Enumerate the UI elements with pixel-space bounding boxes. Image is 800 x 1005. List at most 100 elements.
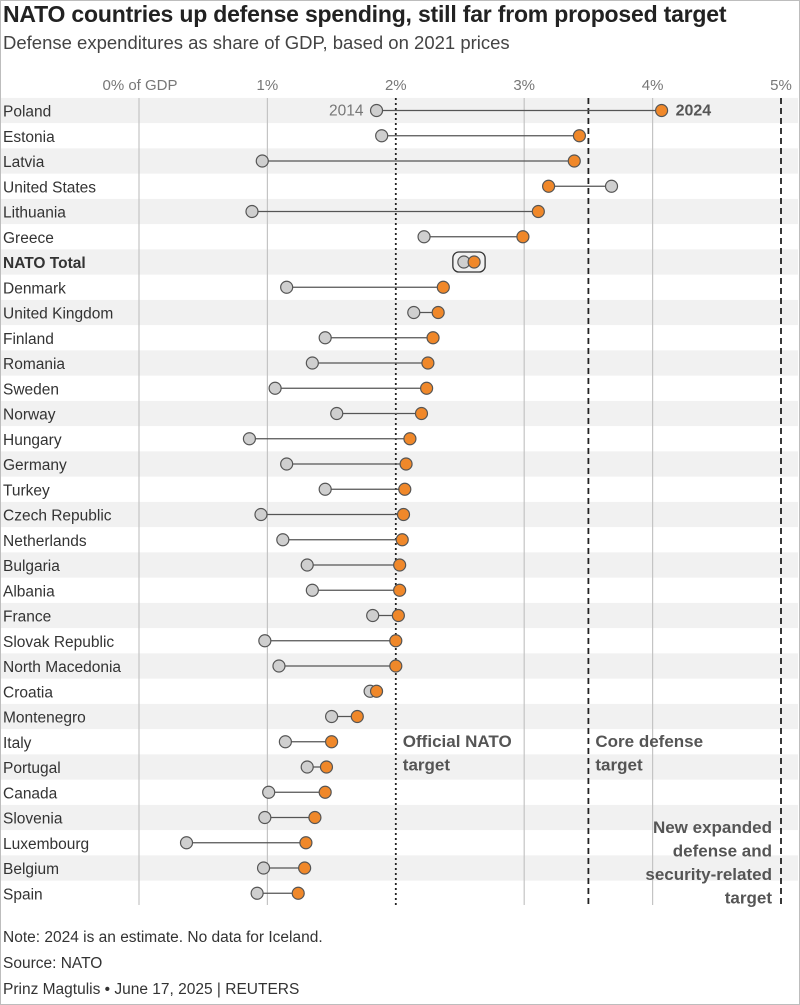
- point-2024: [414, 406, 429, 421]
- x-tick-label: 3%: [513, 77, 535, 94]
- point-2014: [417, 230, 431, 244]
- point-2014: [250, 886, 264, 900]
- reference-line-label: target: [725, 889, 773, 908]
- x-tick-label: 1%: [257, 77, 279, 94]
- row-band: [1, 299, 798, 326]
- country-label: Romania: [3, 356, 65, 373]
- point-2024: [426, 331, 440, 345]
- point-2014: [366, 608, 380, 623]
- country-label: Finland: [3, 331, 54, 348]
- point-2024: [398, 482, 412, 496]
- reference-line-label: New expanded: [653, 818, 772, 837]
- row-band: [1, 754, 798, 780]
- point-2014: [258, 634, 272, 648]
- country-label: Bulgaria: [3, 558, 60, 575]
- point-2024: [531, 204, 545, 219]
- row-band: [1, 804, 798, 831]
- point-2024: [318, 785, 332, 799]
- point-2014: [604, 179, 619, 193]
- country-label: Norway: [3, 407, 56, 424]
- point-2014: [318, 331, 332, 345]
- x-tick-label: 5%: [770, 77, 792, 94]
- point-2014: [262, 785, 276, 799]
- country-label: Italy: [3, 735, 32, 752]
- country-label: Poland: [3, 104, 51, 121]
- point-2014: [272, 659, 286, 673]
- point-2014: [254, 507, 268, 522]
- point-2014: [305, 583, 319, 597]
- point-2024: [436, 280, 450, 294]
- point-2024: [389, 634, 403, 648]
- point-2024: [467, 255, 481, 269]
- point-2014: [300, 760, 314, 774]
- country-label: Netherlands: [3, 533, 87, 550]
- point-2014: [305, 356, 319, 370]
- point-2024: [319, 760, 334, 774]
- row-band: [1, 249, 798, 275]
- point-2014: [280, 457, 294, 471]
- point-2024: [572, 129, 587, 143]
- country-label: Croatia: [3, 684, 53, 701]
- country-label: Luxembourg: [3, 836, 89, 853]
- point-2014: [256, 861, 271, 875]
- country-label: Belgium: [3, 861, 59, 878]
- point-2014: [276, 533, 290, 547]
- point-2024: [399, 457, 413, 471]
- country-label: Slovak Republic: [3, 634, 114, 651]
- point-2014: [330, 406, 344, 421]
- point-2024: [421, 356, 435, 370]
- country-label: United Kingdom: [3, 306, 113, 323]
- reference-line-label: target: [595, 756, 643, 775]
- country-label: Hungary: [3, 432, 62, 449]
- point-2024: [516, 230, 530, 244]
- point-2014: [245, 204, 259, 219]
- point-2014: [268, 381, 282, 395]
- point-2024: [369, 684, 384, 698]
- point-2024: [298, 861, 312, 875]
- country-label: Portugal: [3, 760, 61, 777]
- point-2014: [278, 735, 292, 749]
- point-2024: [541, 179, 556, 193]
- country-label: NATO Total: [3, 255, 86, 272]
- country-label: Sweden: [3, 381, 59, 398]
- country-label: North Macedonia: [3, 659, 121, 676]
- legend-2024: 2024: [676, 103, 712, 120]
- point-2014: [300, 558, 314, 572]
- row-band: [1, 855, 798, 881]
- country-label: Greece: [3, 230, 54, 247]
- reference-line-label: security-related: [645, 865, 772, 884]
- footer-credit: Prinz Magtulis • June 17, 2025 | REUTERS: [3, 981, 300, 998]
- x-tick-label: 0% of GDP: [102, 77, 177, 94]
- country-label: Turkey: [3, 482, 50, 499]
- point-2014: [318, 482, 332, 496]
- chart-subtitle: Defense expenditures as share of GDP, ba…: [3, 32, 510, 53]
- point-2024: [308, 810, 322, 825]
- point-2014: [242, 432, 257, 446]
- nato-total-highlight: [452, 251, 486, 273]
- point-2024: [299, 836, 313, 850]
- country-label: United States: [3, 179, 96, 196]
- country-label: Spain: [3, 886, 43, 903]
- row-band: [1, 703, 798, 730]
- point-2024: [291, 886, 305, 900]
- x-tick-label: 2%: [385, 77, 407, 94]
- point-2024: [567, 154, 581, 168]
- reference-line-label: defense and: [673, 842, 772, 861]
- footer-note: Note: 2024 is an estimate. No data for I…: [3, 929, 323, 946]
- point-2014: [255, 154, 269, 168]
- country-label: Denmark: [3, 280, 66, 297]
- country-label: Czech Republic: [3, 508, 112, 525]
- country-label: France: [3, 609, 51, 626]
- point-2024: [350, 709, 364, 724]
- point-2014: [375, 129, 389, 143]
- point-2024: [389, 659, 403, 673]
- point-2024: [391, 608, 405, 623]
- point-2014: [258, 810, 272, 825]
- reference-line-label: target: [403, 756, 451, 775]
- point-2014: [280, 280, 294, 294]
- reference-line-label: Core defense: [595, 732, 703, 751]
- footer-source: Source: NATO: [3, 955, 103, 972]
- point-2014: [179, 836, 194, 850]
- country-label: Albania: [3, 583, 55, 600]
